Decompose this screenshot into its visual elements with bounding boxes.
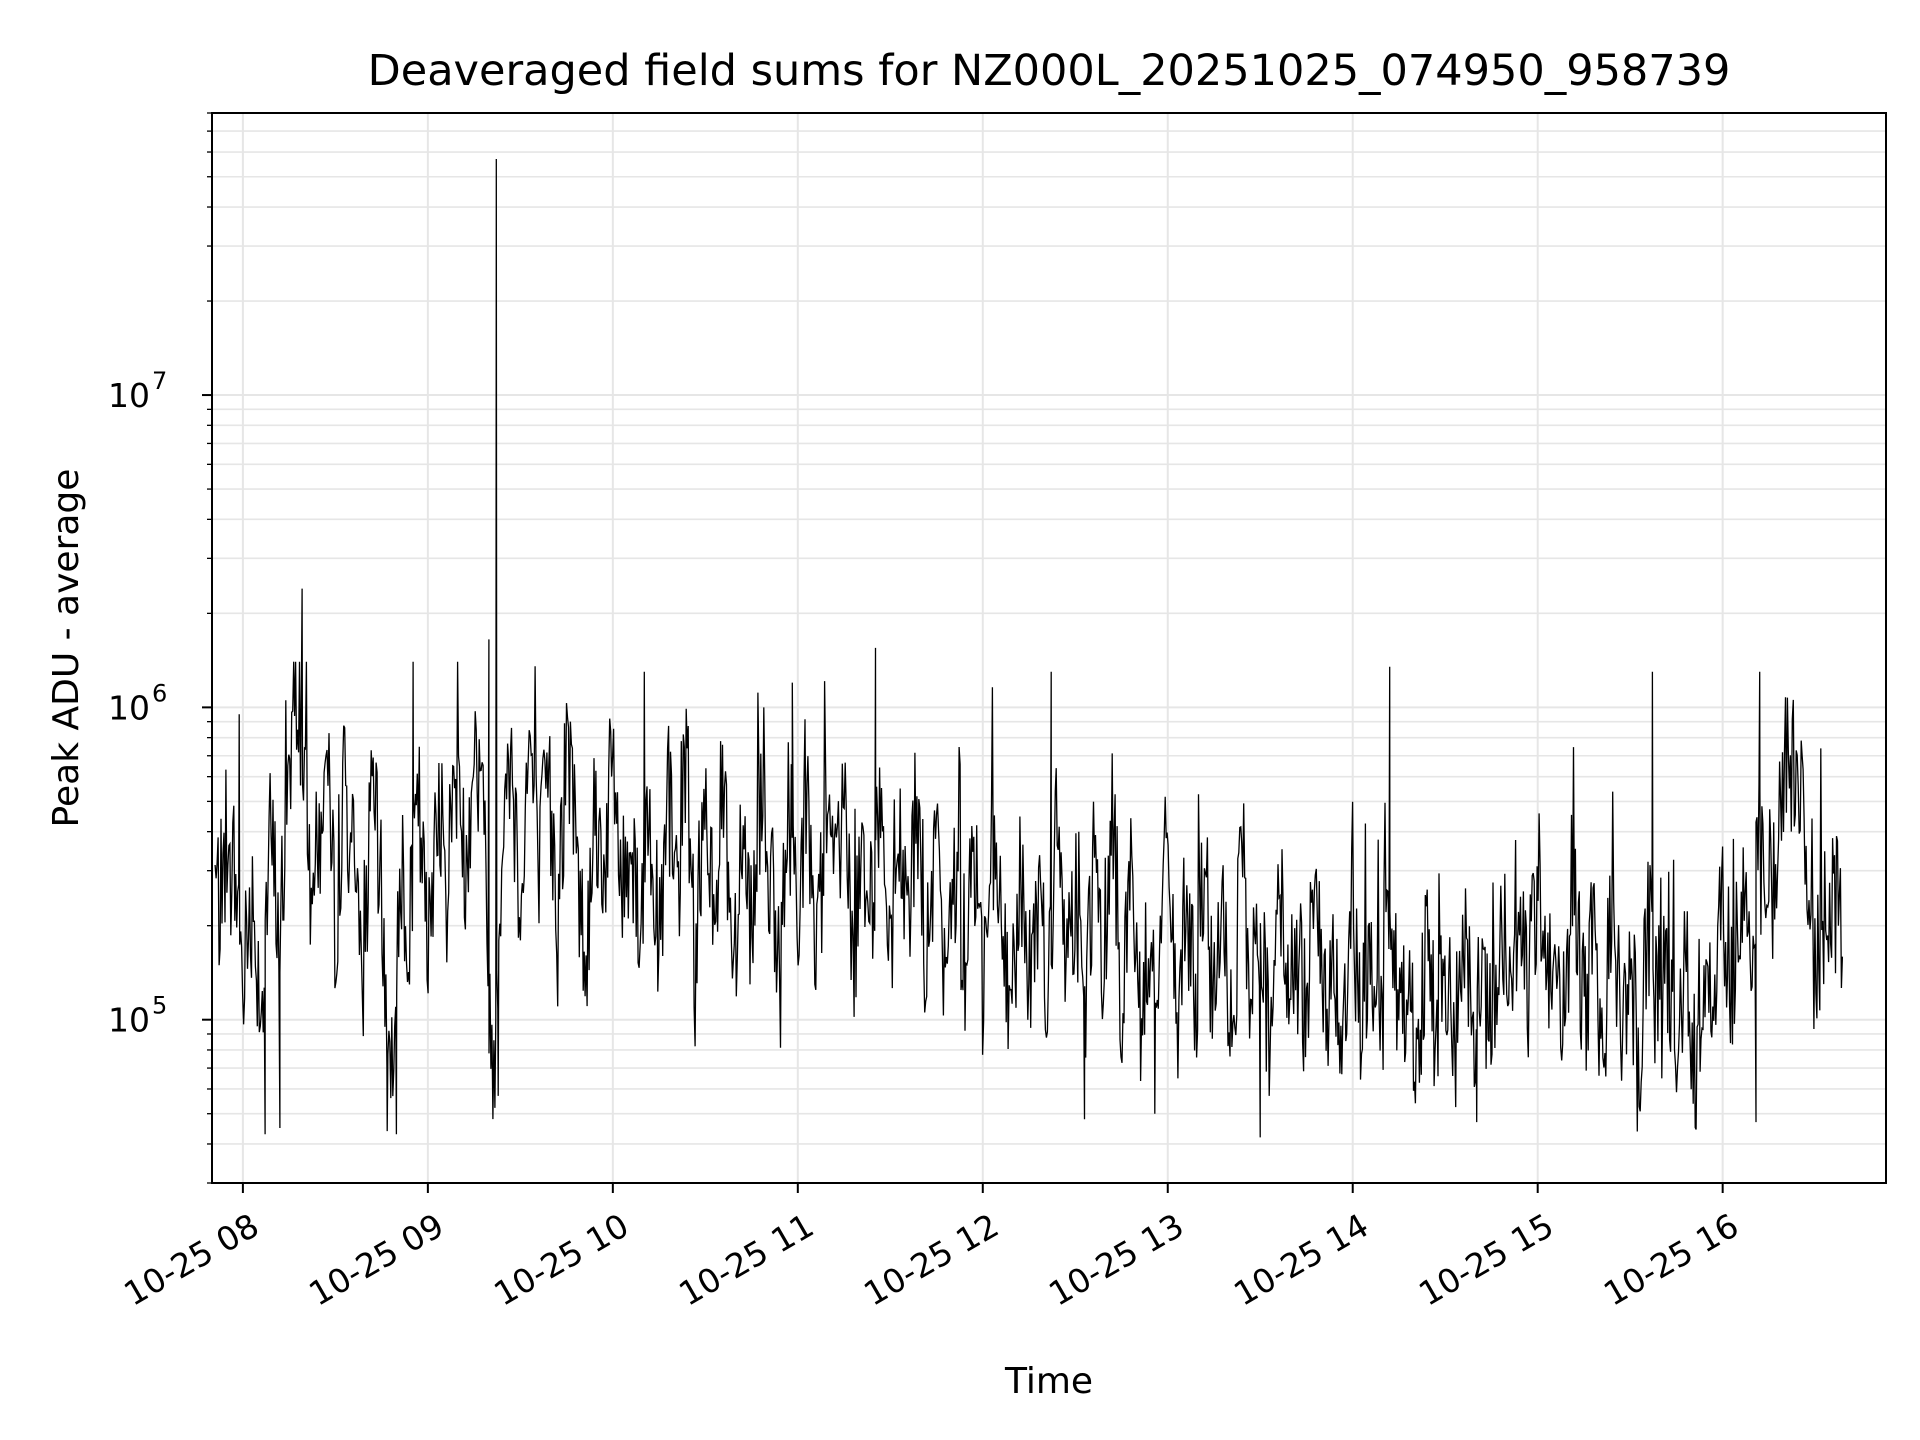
- series-layer: [214, 158, 1844, 1138]
- y-axis-label: Peak ADU - average: [46, 469, 87, 828]
- y-tick-label: 10: [108, 688, 150, 727]
- series-line: [214, 158, 1844, 1138]
- y-tick-label: 10: [108, 1001, 150, 1040]
- y-tick-base: 10: [108, 688, 150, 727]
- plot-frame: [211, 112, 1887, 1184]
- y-tick-base: 10: [108, 1001, 150, 1040]
- grid: [212, 112, 1886, 1184]
- y-tick-exponent: 6: [152, 679, 167, 707]
- y-tick-exponent: 7: [152, 367, 167, 395]
- y-tick-label: 10: [108, 376, 150, 415]
- y-tick-base: 10: [108, 376, 150, 415]
- y-tick-exponent: 5: [152, 992, 167, 1020]
- x-axis-label: Time: [1004, 1361, 1093, 1402]
- chart-title: Deaveraged field sums for NZ000L_2025102…: [368, 46, 1731, 96]
